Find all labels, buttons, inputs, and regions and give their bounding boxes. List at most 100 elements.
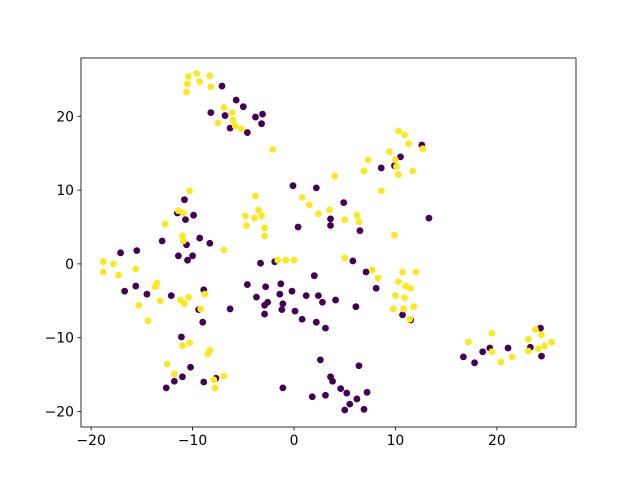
point <box>186 339 193 347</box>
point <box>538 352 545 360</box>
point <box>393 163 400 170</box>
point <box>144 317 152 325</box>
point <box>276 290 284 298</box>
point <box>412 268 420 276</box>
point <box>185 293 192 301</box>
point <box>399 311 406 319</box>
point <box>167 292 175 300</box>
point <box>232 96 240 104</box>
point <box>237 125 245 133</box>
point <box>184 80 191 88</box>
point <box>372 284 380 292</box>
point <box>196 234 204 242</box>
point <box>314 292 322 300</box>
point <box>264 298 272 306</box>
point <box>289 182 297 190</box>
point <box>392 156 399 164</box>
point <box>258 212 265 220</box>
point <box>279 384 287 392</box>
point <box>261 224 268 232</box>
x-tick-label: −20 <box>76 433 105 449</box>
y-tick-label: −20 <box>45 405 74 421</box>
point <box>340 199 348 207</box>
y-tick-label: 20 <box>56 109 74 125</box>
point <box>121 287 129 295</box>
point <box>349 257 357 265</box>
point <box>465 338 472 346</box>
point <box>278 306 286 314</box>
point <box>322 391 329 399</box>
point <box>332 296 340 304</box>
point <box>99 268 107 276</box>
point <box>401 294 408 302</box>
point <box>341 216 349 224</box>
point <box>218 82 226 90</box>
point <box>504 344 512 352</box>
point <box>231 122 239 130</box>
point <box>363 388 371 396</box>
point <box>179 373 186 381</box>
point <box>132 282 140 290</box>
point <box>308 393 316 401</box>
point <box>158 237 166 245</box>
point <box>377 164 385 172</box>
point <box>488 348 496 356</box>
point <box>252 192 259 200</box>
point <box>305 201 313 209</box>
point <box>229 116 237 124</box>
point <box>471 359 478 367</box>
point <box>180 209 187 217</box>
point <box>99 258 107 266</box>
point <box>156 297 164 305</box>
point <box>352 303 360 311</box>
point <box>291 307 299 315</box>
point <box>329 377 336 385</box>
point <box>326 206 333 214</box>
point <box>261 310 268 318</box>
point <box>395 171 402 179</box>
point <box>479 348 487 356</box>
point <box>185 73 192 80</box>
point <box>538 331 545 339</box>
point <box>241 212 249 220</box>
point <box>368 266 376 274</box>
point <box>319 298 326 306</box>
point <box>257 259 264 267</box>
point <box>220 372 228 380</box>
point <box>331 172 338 180</box>
point <box>186 187 193 195</box>
point <box>269 146 277 153</box>
point <box>110 260 117 268</box>
point <box>294 223 302 231</box>
point <box>425 214 433 222</box>
point <box>312 318 320 326</box>
point <box>395 127 402 135</box>
point <box>312 184 320 192</box>
x-tick-label: 10 <box>387 433 405 449</box>
point <box>181 300 188 308</box>
point <box>242 222 250 229</box>
point <box>151 283 159 291</box>
point <box>201 290 209 298</box>
point <box>346 400 354 408</box>
plot-frame <box>80 57 577 428</box>
point <box>187 363 194 371</box>
point <box>353 211 361 219</box>
point <box>282 256 290 264</box>
point <box>190 211 197 219</box>
point <box>541 342 548 350</box>
x-tick-label: 0 <box>290 433 299 449</box>
point <box>392 292 399 300</box>
y-tick-label: −10 <box>45 331 74 347</box>
point <box>298 194 306 201</box>
point <box>362 268 370 276</box>
point <box>143 290 151 298</box>
point <box>207 109 215 117</box>
point <box>395 278 402 286</box>
point <box>228 109 236 117</box>
point <box>391 231 398 239</box>
point <box>390 305 397 313</box>
point <box>189 252 196 260</box>
point <box>221 112 229 119</box>
point <box>239 103 247 111</box>
